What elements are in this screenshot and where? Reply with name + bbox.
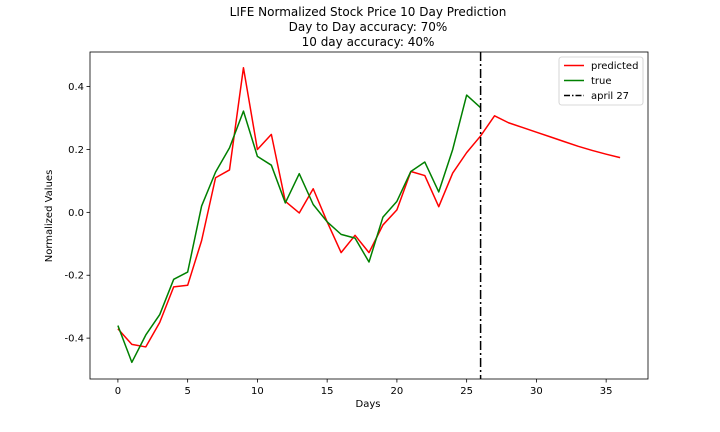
x-tick-label: 20 [391, 386, 404, 397]
x-tick-label: 0 [115, 386, 121, 397]
x-tick-label: 35 [600, 386, 613, 397]
y-tick-label: -0.2 [64, 271, 84, 282]
y-axis-label: Normalized Values [44, 170, 55, 263]
x-axis-label: Days [356, 399, 381, 410]
legend-label: predicted [591, 61, 638, 72]
legend-box [558, 56, 644, 106]
axes: 0 5 10 15 20 25 30 35 -0.4 -0.2 0.0 0.2 0.4 [64, 51, 649, 397]
series-line-true [117, 94, 482, 364]
y-tick-label: 0.4 [68, 82, 84, 93]
legend-label: april 27 [591, 91, 629, 102]
chart-title-line-3: 10 day accuracy: 40% [302, 35, 435, 49]
chart-title: LIFE Normalized Stock Price 10 Day Predi… [230, 5, 507, 49]
y-tick-label: -0.4 [64, 334, 84, 345]
legend-label: true [591, 76, 612, 87]
legend: predicted true april 27 [558, 56, 644, 106]
x-tick-label: 10 [251, 386, 264, 397]
chart-title-line-1: LIFE Normalized Stock Price 10 Day Predi… [230, 5, 507, 19]
x-tick-label: 25 [460, 386, 473, 397]
x-tick-label: 5 [184, 386, 190, 397]
plot-area [117, 52, 621, 379]
x-tick-label: 30 [530, 386, 543, 397]
x-tick-label: 15 [321, 386, 334, 397]
y-tick-label: 0.2 [68, 145, 84, 156]
axes-frame [89, 51, 649, 380]
series-line-predicted [117, 66, 621, 348]
chart-title-line-2: Day to Day accuracy: 70% [289, 20, 448, 34]
y-tick-label: 0.0 [68, 208, 84, 219]
